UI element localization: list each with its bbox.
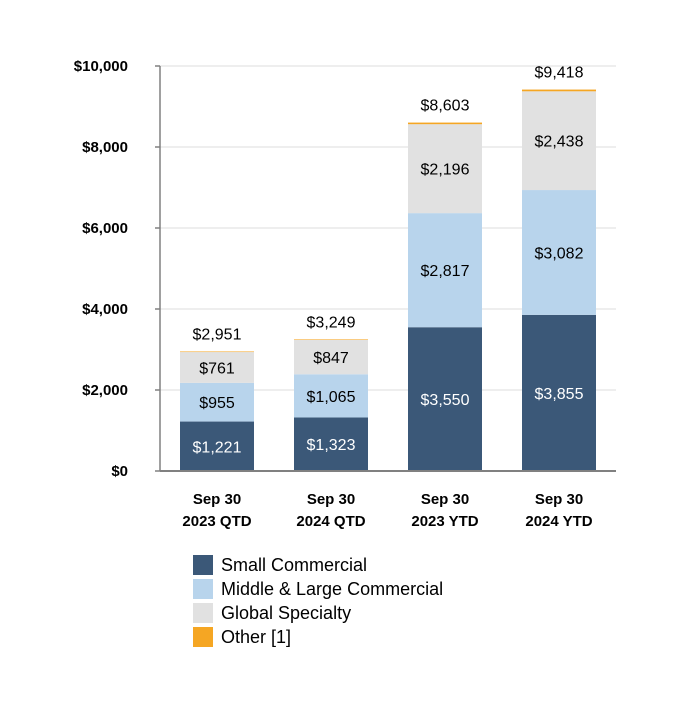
legend-item: Global Specialty [193, 601, 443, 625]
bar-segment [180, 351, 254, 353]
segment-label: $2,817 [421, 263, 470, 280]
bar-segment [522, 314, 596, 471]
legend-swatch [193, 603, 213, 623]
segment-label: $3,082 [535, 245, 584, 262]
bar-segment [180, 421, 254, 471]
segment-label: $955 [199, 395, 235, 412]
legend-item: Middle & Large Commercial [193, 577, 443, 601]
legend-swatch [193, 579, 213, 599]
y-tick-label: $8,000 [82, 139, 128, 156]
bar-segment [408, 122, 482, 125]
bar-segment [294, 339, 368, 375]
bar-segment [180, 382, 254, 422]
x-tick-label: Sep 30 [193, 491, 241, 508]
y-tick-label: $0 [111, 463, 128, 480]
segment-label: $1,065 [307, 389, 356, 406]
x-tick-label: Sep 30 [421, 491, 469, 508]
legend-swatch [193, 627, 213, 647]
x-tick-label: Sep 30 [307, 491, 355, 508]
stacked-bar-chart: $1,221 $955 $761 $2,951 Sep 30 2023 QTD $1,323… [74, 58, 616, 530]
x-tick-label: 2023 YTD [411, 513, 478, 530]
segment-label: $3,855 [535, 386, 584, 403]
total-label: $8,603 [421, 98, 470, 115]
y-tick-label: $10,000 [74, 58, 128, 75]
bar-segment [408, 124, 482, 214]
legend-item: Small Commercial [193, 553, 443, 577]
total-label: $2,951 [193, 326, 242, 343]
bar-segment [522, 190, 596, 315]
legend-label: Other [1] [221, 626, 292, 647]
legend-label: Global Specialty [221, 602, 352, 623]
bar-segment [408, 327, 482, 471]
y-tick-label: $6,000 [82, 220, 128, 237]
total-label: $9,418 [535, 65, 584, 82]
segment-label: $847 [313, 350, 349, 367]
segment-label: $3,550 [421, 392, 470, 409]
segment-label: $2,196 [421, 162, 470, 179]
x-tick-label: 2024 YTD [525, 513, 592, 530]
bar-segment [180, 352, 254, 383]
x-tick-label: Sep 30 [535, 491, 583, 508]
bar-segment [522, 89, 596, 92]
y-tick-label: $4,000 [82, 301, 128, 318]
bar-segment [294, 339, 368, 340]
bar-segment [408, 213, 482, 328]
segment-label: $2,438 [535, 134, 584, 151]
segment-label: $1,323 [307, 437, 356, 454]
x-tick-label: 2024 QTD [296, 513, 365, 530]
bar-segment [522, 91, 596, 191]
segment-label: $761 [199, 360, 235, 377]
y-tick-label: $2,000 [82, 382, 128, 399]
legend-swatch [193, 555, 213, 575]
bar-segment [294, 374, 368, 418]
legend-label: Small Commercial [221, 554, 368, 575]
segment-label: $1,221 [193, 439, 242, 456]
x-tick-label: 2023 QTD [182, 513, 251, 530]
legend-label: Middle & Large Commercial [221, 578, 444, 599]
total-label: $3,249 [307, 314, 356, 331]
bar-segment [294, 417, 368, 471]
legend: Small Commercial Middle & Large Commercia… [193, 553, 443, 649]
legend-item: Other [1] [193, 625, 443, 649]
